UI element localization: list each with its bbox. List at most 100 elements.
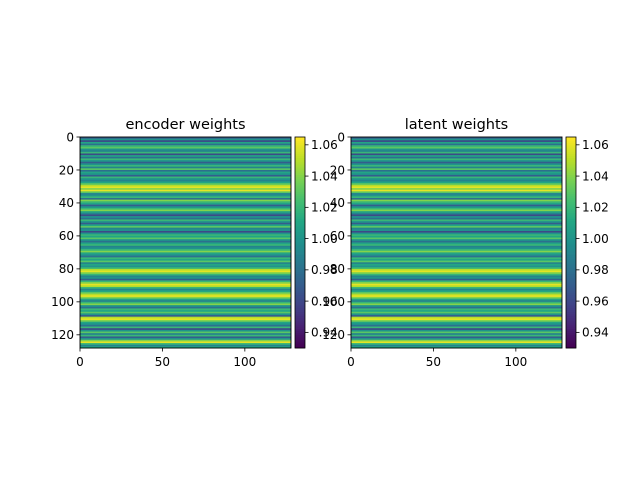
heatmap-row	[80, 310, 291, 313]
colorbar-step	[295, 153, 305, 157]
heatmap-row	[80, 278, 291, 281]
heatmap-row	[80, 323, 291, 326]
colorbar-step	[295, 217, 305, 220]
heatmap-row	[80, 161, 291, 164]
heatmap-row	[80, 148, 291, 151]
heatmap-row	[80, 199, 291, 202]
colorbar-step	[295, 242, 305, 246]
colorbar-step	[295, 231, 305, 235]
colorbar-step	[295, 160, 305, 163]
colorbar-step	[295, 172, 305, 176]
colorbar-step	[566, 162, 576, 165]
heatmap-row	[351, 300, 562, 303]
heatmap-row	[80, 227, 291, 230]
colorbar-step	[295, 244, 305, 248]
colorbar-step	[295, 341, 305, 345]
heatmap-row	[80, 267, 291, 270]
heatmap-row	[80, 184, 291, 187]
heatmap-row	[351, 305, 562, 308]
heatmap-row	[80, 263, 291, 266]
colorbar-step	[566, 145, 576, 148]
heatmap-row	[80, 255, 291, 258]
colorbar-step	[566, 219, 576, 222]
heatmap-row	[80, 193, 291, 196]
heatmap-row	[351, 207, 562, 210]
heatmap-row	[351, 250, 562, 253]
heatmap-row	[351, 219, 562, 222]
heatmap-row	[80, 194, 291, 197]
colorbar-step	[295, 335, 305, 338]
colorbar-step	[566, 185, 576, 189]
colorbar-step	[566, 335, 576, 338]
x-tick-label: 100	[504, 355, 527, 369]
colorbar-step	[295, 208, 305, 212]
heatmap-row	[351, 169, 562, 172]
colorbar-step	[566, 333, 576, 336]
heatmap-row	[351, 212, 562, 215]
heatmap-row	[351, 214, 562, 217]
heatmap-row	[80, 183, 291, 186]
heatmap-row	[351, 295, 562, 298]
colorbar-step	[295, 174, 305, 178]
heatmap-row	[80, 319, 291, 322]
heatmap-row	[80, 291, 291, 294]
colorbar-tick-label: 0.94	[582, 326, 609, 340]
colorbar-step	[295, 276, 305, 279]
colorbar-step	[295, 316, 305, 319]
colorbar-step	[295, 293, 305, 296]
colorbar-step	[295, 253, 305, 256]
colorbar-step	[295, 265, 305, 269]
heatmap-row	[351, 254, 562, 257]
colorbar-step	[295, 149, 305, 153]
heatmap-row	[80, 219, 291, 222]
colorbar-step	[566, 305, 576, 309]
heatmap-row	[351, 319, 562, 322]
colorbar-step	[566, 143, 576, 146]
colorbar-tick-label: 0.96	[311, 294, 338, 308]
heatmap-row	[80, 237, 291, 240]
colorbar-step	[295, 248, 305, 252]
heatmap-row	[351, 270, 562, 273]
heatmap-row	[351, 197, 562, 200]
heatmap-row	[351, 226, 562, 229]
heatmap-row	[351, 160, 562, 163]
heatmap-row	[351, 181, 562, 184]
colorbar-step	[295, 246, 305, 250]
heatmap-row	[80, 303, 291, 306]
heatmap-row	[80, 295, 291, 298]
colorbar-step	[566, 170, 576, 174]
colorbar-step	[295, 141, 305, 144]
colorbar-step	[566, 316, 576, 319]
heatmap-row	[80, 331, 291, 334]
heatmap-row	[351, 201, 562, 204]
heatmap-row	[351, 333, 562, 336]
heatmap-row	[80, 287, 291, 290]
heatmap-row	[80, 140, 291, 143]
colorbar-step	[566, 139, 576, 142]
heatmap-row	[80, 216, 291, 219]
heatmap-row	[80, 290, 291, 293]
heatmap-row	[80, 155, 291, 158]
heatmap-row	[80, 298, 291, 301]
colorbar-step	[566, 204, 576, 208]
colorbar-step	[295, 299, 305, 302]
colorbar-tick-label: 1.02	[311, 201, 338, 215]
colorbar-step	[566, 202, 576, 205]
colorbar-step	[295, 278, 305, 281]
y-tick-label: 80	[59, 262, 74, 276]
heatmap-row	[80, 221, 291, 224]
colorbar-step	[566, 263, 576, 267]
colorbar-step	[566, 274, 576, 277]
heatmap-row	[351, 257, 562, 260]
heatmap-row	[80, 293, 291, 296]
y-tick-label: 100	[322, 295, 345, 309]
colorbar-step	[295, 274, 305, 277]
heatmap-row	[351, 255, 562, 258]
heatmap-row	[80, 333, 291, 336]
heatmap-row	[80, 160, 291, 163]
colorbar-step	[295, 155, 305, 159]
heatmap-row	[351, 184, 562, 187]
heatmap-row	[80, 315, 291, 318]
heatmap-row	[351, 138, 562, 141]
heatmap-row	[80, 324, 291, 327]
